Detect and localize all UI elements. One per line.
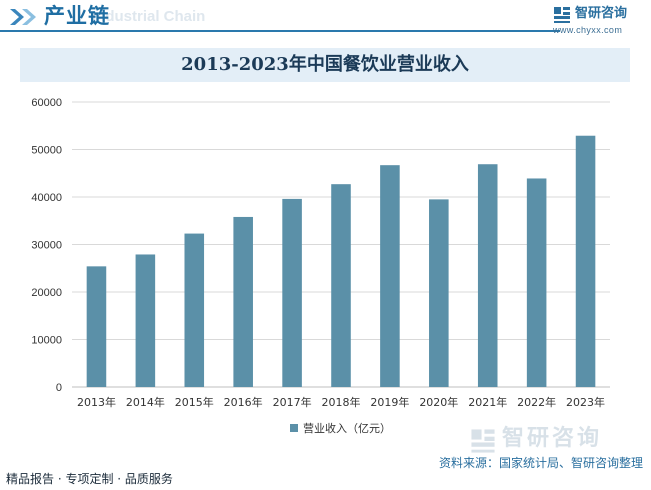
x-tick-label: 2019年 bbox=[370, 395, 409, 409]
x-tick-label: 2015年 bbox=[175, 395, 214, 409]
brand-logo-icon bbox=[471, 429, 495, 453]
legend-swatch bbox=[290, 424, 298, 432]
y-tick-label: 10000 bbox=[31, 335, 62, 347]
bottom-watermark: 智研咨询 bbox=[466, 424, 636, 456]
x-tick-label: 2013年 bbox=[77, 395, 116, 409]
y-tick-label: 30000 bbox=[31, 240, 62, 252]
y-tick-label: 40000 bbox=[31, 192, 62, 204]
y-tick-label: 0 bbox=[56, 382, 62, 394]
y-tick-label: 50000 bbox=[31, 145, 62, 157]
bar-2014年 bbox=[135, 254, 156, 387]
x-tick-label: 2020年 bbox=[419, 395, 458, 409]
x-tick-label: 2014年 bbox=[126, 395, 165, 409]
bar-2016年 bbox=[233, 216, 253, 387]
data-source: 资料来源：国家统计局、智研咨询整理 bbox=[438, 456, 643, 470]
y-tick-label: 20000 bbox=[31, 287, 62, 299]
x-tick-label: 2022年 bbox=[517, 395, 556, 409]
section-title: 产业链 bbox=[44, 4, 110, 28]
bar-2023年 bbox=[575, 135, 596, 387]
header-divider bbox=[0, 30, 560, 32]
x-tick-label: 2021年 bbox=[468, 395, 507, 409]
bar-2015年 bbox=[184, 233, 205, 387]
x-tick-label: 2018年 bbox=[322, 395, 361, 409]
x-tick-label: 2017年 bbox=[273, 395, 312, 409]
bar-2018年 bbox=[331, 184, 351, 387]
header-watermark: Industrial Chain bbox=[92, 8, 206, 25]
brand-name: 智研咨询 bbox=[575, 6, 628, 21]
x-tick-label: 2016年 bbox=[224, 395, 263, 409]
x-tick-label: 2023年 bbox=[566, 395, 605, 409]
bar-2017年 bbox=[282, 198, 302, 387]
legend-label: 营业收入（亿元） bbox=[303, 421, 391, 435]
brand-block: 智研咨询 www.chyxx.com bbox=[553, 4, 643, 40]
bar-chart: 0 10000 20000 30000 40000 50000 60000 2013年 2014… bbox=[31, 97, 610, 435]
footer-tagline: 精品报告 · 专项定制 · 品质服务 bbox=[6, 472, 173, 486]
chart-title: 2013-2023年中国餐饮业营业收入 bbox=[181, 54, 469, 75]
brand-logo-icon bbox=[554, 7, 570, 23]
bar-2019年 bbox=[380, 165, 400, 387]
bar-2020年 bbox=[429, 199, 449, 387]
double-chevron-icon bbox=[10, 9, 36, 25]
brand-url: www.chyxx.com bbox=[553, 25, 623, 35]
chart-title-band: 2013-2023年中国餐饮业营业收入 bbox=[20, 48, 630, 82]
footer: 精品报告 · 专项定制 · 品质服务 资料来源：国家统计局、智研咨询整理 bbox=[0, 456, 651, 490]
bottom-brand-name: 智研咨询 bbox=[502, 426, 603, 451]
bar-2013年 bbox=[86, 266, 107, 387]
bar-2021年 bbox=[477, 164, 498, 387]
bar-2022年 bbox=[526, 178, 547, 387]
header-bar: Industrial Chain 产业链 智研咨询 www.chyxx.com bbox=[0, 0, 651, 40]
y-tick-label: 60000 bbox=[31, 97, 62, 109]
